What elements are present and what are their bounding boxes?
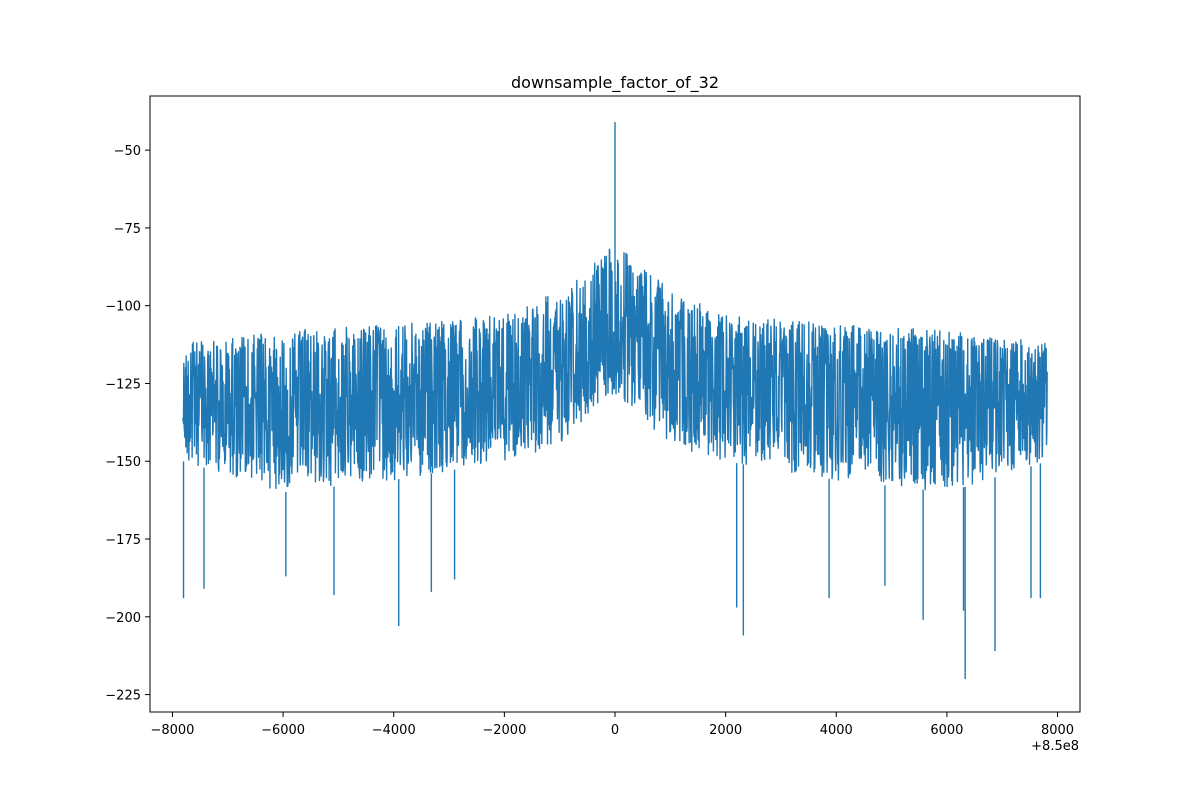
y-tick-label: −75 — [114, 222, 141, 237]
x-tick-label: 8000 — [1041, 723, 1074, 738]
y-tick-label: −200 — [105, 611, 141, 626]
plot-area — [182, 122, 1048, 680]
x-tick-label: −8000 — [150, 723, 194, 738]
x-tick-label: −2000 — [482, 723, 526, 738]
axes: −8000 −6000 −4000 −2000 0 2000 4000 6000 8000 −50… — [105, 95, 1081, 738]
x-tick-label: 4000 — [820, 723, 853, 738]
x-tick-label: 2000 — [709, 723, 742, 738]
x-tick-label: −4000 — [372, 723, 416, 738]
y-tick-label: −50 — [114, 144, 141, 159]
spectrum-line — [182, 122, 1048, 680]
x-tick-label: −6000 — [261, 723, 305, 738]
y-tick-label: −175 — [105, 533, 141, 548]
chart-title: downsample_factor_of_32 — [511, 73, 719, 93]
y-tick-label: −225 — [105, 689, 141, 704]
y-tick-label: −100 — [105, 300, 141, 315]
y-tick-label: −125 — [105, 377, 141, 392]
y-tick-label: −150 — [105, 455, 141, 470]
x-tick-label: 6000 — [930, 723, 963, 738]
x-tick-label: 0 — [611, 723, 619, 738]
x-axis-offset-label: +8.5e8 — [1031, 739, 1079, 754]
